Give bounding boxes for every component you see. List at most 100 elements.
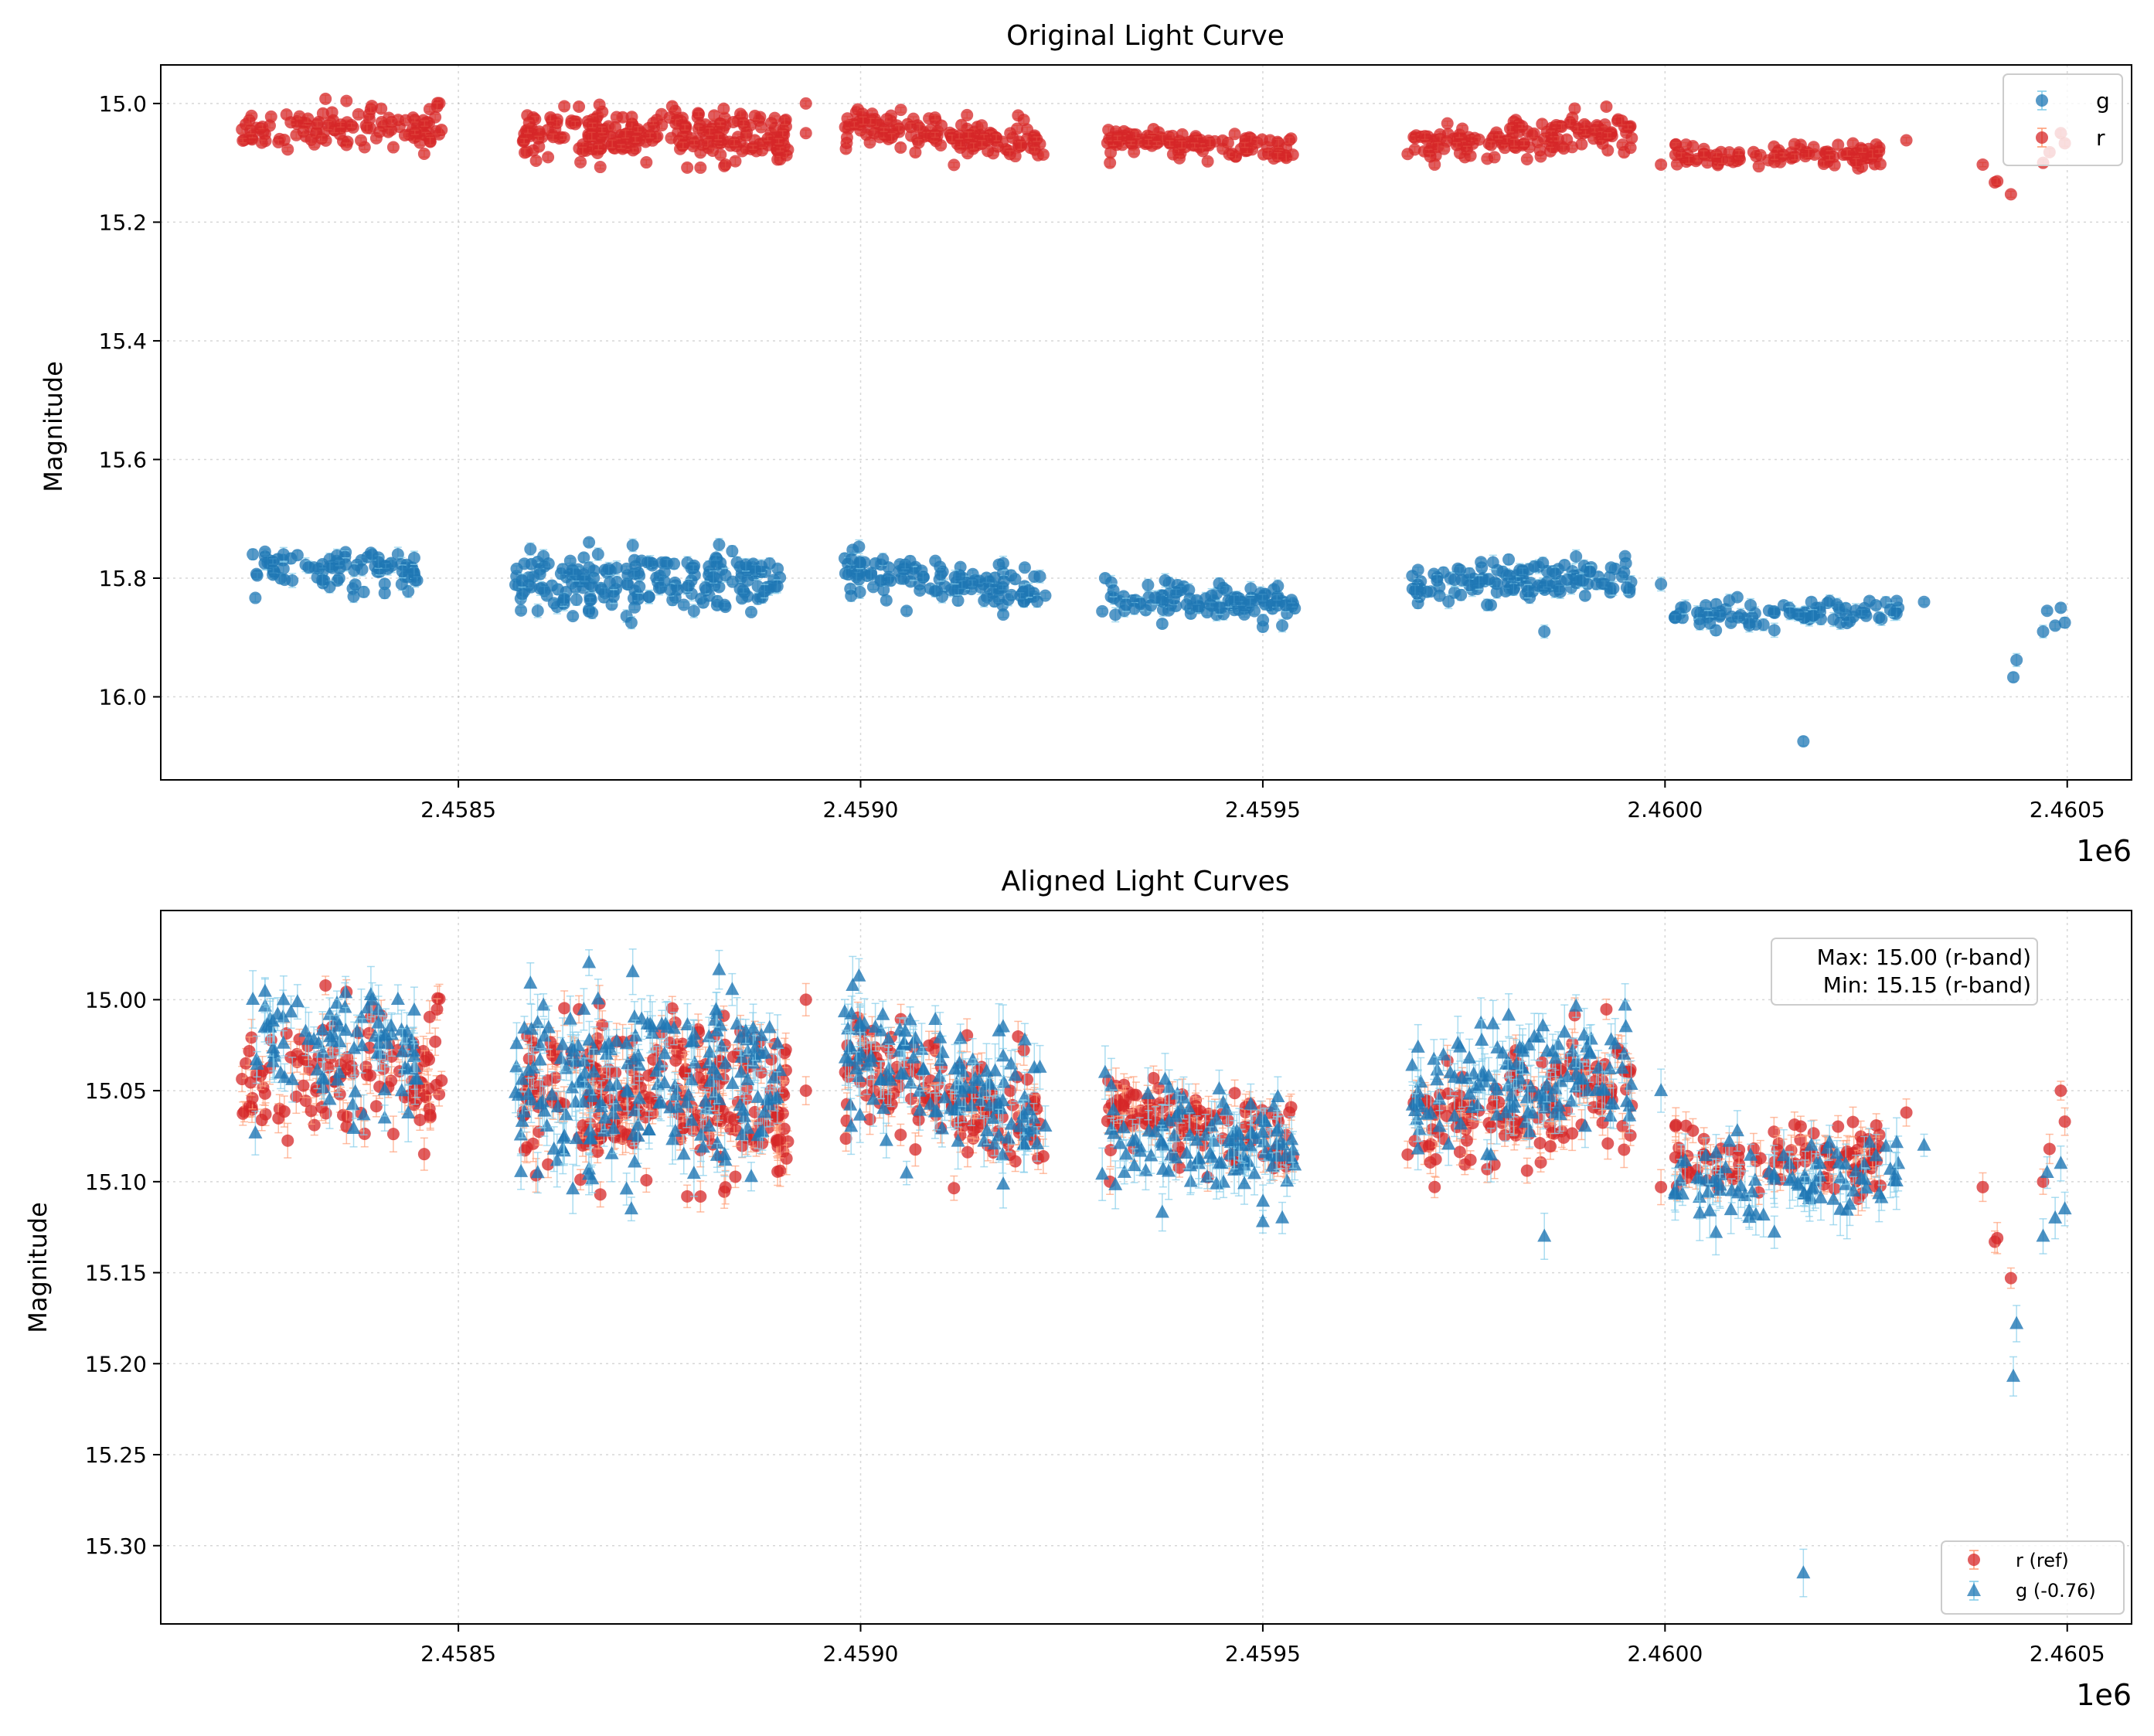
r-point bbox=[625, 111, 638, 124]
r-point bbox=[311, 117, 324, 131]
r-point bbox=[569, 117, 582, 131]
r-point bbox=[894, 104, 907, 117]
r-point bbox=[519, 146, 532, 159]
r-point bbox=[1286, 148, 1299, 162]
g-point bbox=[510, 562, 523, 575]
r-point bbox=[2004, 188, 2017, 201]
g-point bbox=[515, 604, 528, 617]
g-point bbox=[771, 580, 784, 593]
g-point bbox=[583, 561, 596, 574]
r-point bbox=[1873, 145, 1886, 158]
r-point bbox=[1176, 138, 1189, 151]
g-point bbox=[687, 561, 700, 574]
g-point bbox=[531, 604, 544, 618]
g-point bbox=[583, 536, 596, 549]
r-point bbox=[1418, 130, 1431, 143]
r-point bbox=[1625, 131, 1638, 145]
r-point bbox=[1492, 131, 1506, 144]
r-point bbox=[1802, 147, 1815, 160]
r-point bbox=[1450, 138, 1463, 151]
r-point bbox=[1900, 134, 1913, 147]
r-point bbox=[1856, 143, 1869, 156]
r-point bbox=[610, 111, 623, 124]
grid-original bbox=[161, 65, 2132, 780]
r-point bbox=[975, 119, 989, 132]
r-point bbox=[1017, 114, 1030, 127]
r-point bbox=[284, 116, 298, 129]
r-point bbox=[355, 134, 368, 147]
g-point bbox=[563, 554, 577, 567]
g-point bbox=[267, 555, 280, 568]
g-point bbox=[677, 598, 690, 611]
g-point bbox=[763, 557, 776, 570]
r-point bbox=[518, 134, 531, 148]
r-point bbox=[340, 138, 353, 151]
r-point bbox=[904, 121, 917, 134]
r-point bbox=[863, 136, 876, 149]
r-point bbox=[1251, 136, 1264, 149]
r-point bbox=[663, 111, 676, 124]
r-point bbox=[644, 129, 657, 142]
g-point bbox=[745, 605, 758, 618]
g-point bbox=[538, 584, 551, 597]
r-point bbox=[728, 136, 741, 149]
r-point bbox=[727, 115, 740, 128]
r-point bbox=[1004, 127, 1017, 140]
g-point bbox=[551, 583, 564, 596]
r-point bbox=[558, 100, 571, 113]
r-point bbox=[1028, 143, 1041, 156]
r-point bbox=[1655, 158, 1668, 171]
g-point bbox=[577, 551, 590, 564]
g-point bbox=[583, 605, 595, 618]
g-point bbox=[286, 574, 299, 587]
g-point bbox=[951, 594, 965, 608]
r-point bbox=[1228, 128, 1241, 141]
g-point bbox=[713, 538, 726, 551]
r-point bbox=[281, 143, 294, 156]
r-point bbox=[386, 141, 400, 154]
r-point bbox=[1752, 160, 1765, 173]
g-point bbox=[516, 574, 529, 587]
r-point bbox=[1846, 137, 1860, 150]
r-point bbox=[529, 154, 543, 167]
g-point bbox=[407, 551, 420, 564]
r-point bbox=[1196, 145, 1210, 158]
r-point bbox=[542, 151, 555, 164]
r-point bbox=[719, 158, 732, 172]
r-point bbox=[576, 145, 589, 158]
r-point bbox=[1551, 132, 1564, 145]
r-point bbox=[319, 92, 332, 105]
g-point bbox=[726, 545, 739, 558]
r-point bbox=[364, 103, 377, 116]
r-point bbox=[1456, 122, 1469, 135]
g-point bbox=[395, 577, 408, 591]
g-point bbox=[707, 570, 720, 584]
r-point bbox=[706, 144, 720, 157]
r-point bbox=[424, 134, 437, 148]
r-point bbox=[1271, 150, 1285, 163]
r-point bbox=[1841, 146, 1854, 159]
g-point bbox=[547, 597, 560, 610]
g-point bbox=[347, 590, 360, 603]
g-point bbox=[749, 563, 762, 577]
r-point bbox=[877, 123, 890, 136]
r-point bbox=[574, 155, 587, 168]
panel-original: Original Light Curve 2.4585 2.4590 2.4595 2… bbox=[39, 20, 2132, 868]
r-point bbox=[1125, 136, 1138, 149]
g-point bbox=[410, 574, 424, 587]
r-point bbox=[1485, 138, 1498, 151]
r-point bbox=[1238, 138, 1251, 151]
r-point bbox=[1499, 141, 1512, 155]
g-point bbox=[316, 558, 329, 571]
r-point bbox=[334, 118, 347, 131]
g-point bbox=[277, 548, 290, 561]
r-point bbox=[1261, 147, 1274, 160]
r-point bbox=[408, 114, 421, 127]
r-point bbox=[1557, 142, 1570, 155]
r-point bbox=[399, 114, 412, 127]
r-point bbox=[961, 128, 975, 141]
r-point bbox=[1624, 141, 1637, 155]
r-point bbox=[1516, 120, 1529, 133]
r-point bbox=[1555, 121, 1568, 134]
g-point bbox=[658, 575, 671, 588]
